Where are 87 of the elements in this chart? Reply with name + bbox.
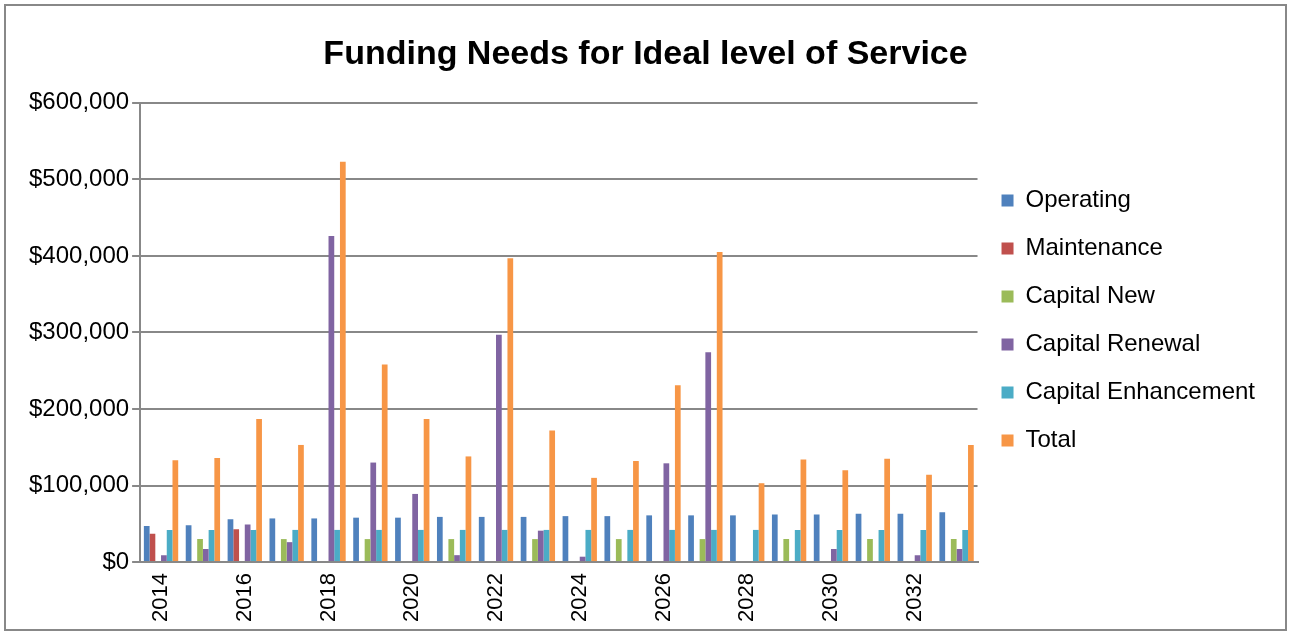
bar	[627, 529, 634, 562]
bar	[353, 517, 359, 562]
bar	[280, 539, 287, 562]
bar	[842, 470, 849, 562]
bar	[496, 334, 502, 562]
legend-label: Capital Renewal	[1025, 329, 1201, 357]
bar	[233, 529, 240, 562]
x-tick-label: 2020	[398, 573, 424, 623]
bar	[376, 529, 382, 562]
bar	[705, 352, 712, 562]
y-tick-label: $100,000	[28, 470, 130, 498]
bar	[417, 529, 424, 562]
legend-label: Capital Enhancement	[1025, 377, 1256, 405]
bar	[381, 364, 388, 562]
bar	[730, 515, 736, 562]
bar	[591, 477, 597, 562]
y-tick-label: $600,000	[28, 87, 130, 115]
bar	[867, 539, 873, 562]
bar	[669, 529, 675, 562]
bar	[711, 529, 717, 562]
bar	[436, 516, 443, 562]
x-tick-label: 2030	[817, 573, 843, 623]
bar	[926, 474, 932, 562]
legend-label: Operating	[1025, 185, 1131, 213]
bar	[950, 539, 957, 562]
bar	[172, 460, 179, 562]
bar	[395, 517, 401, 562]
x-tick-label: 2026	[649, 573, 675, 623]
y-tick-label: $300,000	[28, 317, 130, 345]
bar	[478, 516, 485, 562]
bar	[771, 514, 778, 562]
bar	[370, 462, 377, 562]
bar	[269, 518, 276, 562]
bar	[549, 430, 556, 562]
bar	[507, 258, 514, 562]
bar	[448, 539, 455, 562]
bar	[615, 539, 622, 562]
bar	[752, 529, 759, 562]
bar	[202, 549, 209, 562]
bar	[604, 516, 611, 562]
x-tick-label: 2022	[482, 573, 508, 623]
bar	[454, 555, 460, 562]
bar	[585, 529, 592, 562]
x-tick-label: 2028	[733, 573, 759, 623]
bar	[939, 512, 946, 562]
y-tick-label: $400,000	[28, 240, 130, 268]
bar	[532, 539, 538, 562]
legend-label: Maintenance	[1025, 233, 1163, 261]
x-tick-label: 2014	[147, 573, 173, 623]
bar	[688, 515, 694, 562]
bar	[674, 385, 681, 562]
bar	[197, 539, 203, 562]
bar	[537, 530, 544, 562]
legend-label: Capital New	[1025, 281, 1156, 309]
bar	[334, 529, 340, 562]
bar	[962, 529, 969, 562]
bar	[459, 529, 466, 562]
bar	[161, 555, 167, 562]
bar	[920, 529, 927, 562]
bar	[783, 539, 790, 562]
bar	[214, 457, 221, 562]
bar	[884, 458, 891, 562]
bar	[633, 461, 639, 562]
legend-label: Total	[1025, 425, 1077, 453]
bar	[663, 463, 670, 562]
y-tick-label: $200,000	[28, 393, 130, 421]
bar	[646, 515, 653, 562]
y-tick-label: $500,000	[28, 163, 130, 191]
chart-title: Funding Needs for Ideal level of Service	[323, 32, 968, 71]
bar	[292, 529, 299, 562]
bar	[716, 252, 723, 562]
bar	[311, 518, 318, 562]
bar	[298, 444, 304, 562]
bar	[830, 549, 837, 562]
bar	[968, 444, 974, 562]
bar	[244, 524, 251, 562]
bar	[339, 161, 346, 562]
x-tick-label: 2032	[900, 573, 926, 623]
y-tick-label: $0	[102, 546, 130, 574]
bar	[412, 493, 418, 562]
bar	[143, 526, 150, 562]
x-tick-label: 2016	[230, 573, 256, 623]
bar	[256, 418, 262, 562]
bar	[794, 529, 801, 562]
x-tick-label: 2024	[565, 573, 591, 623]
x-tick-label: 2018	[314, 573, 340, 623]
bar	[813, 514, 820, 562]
